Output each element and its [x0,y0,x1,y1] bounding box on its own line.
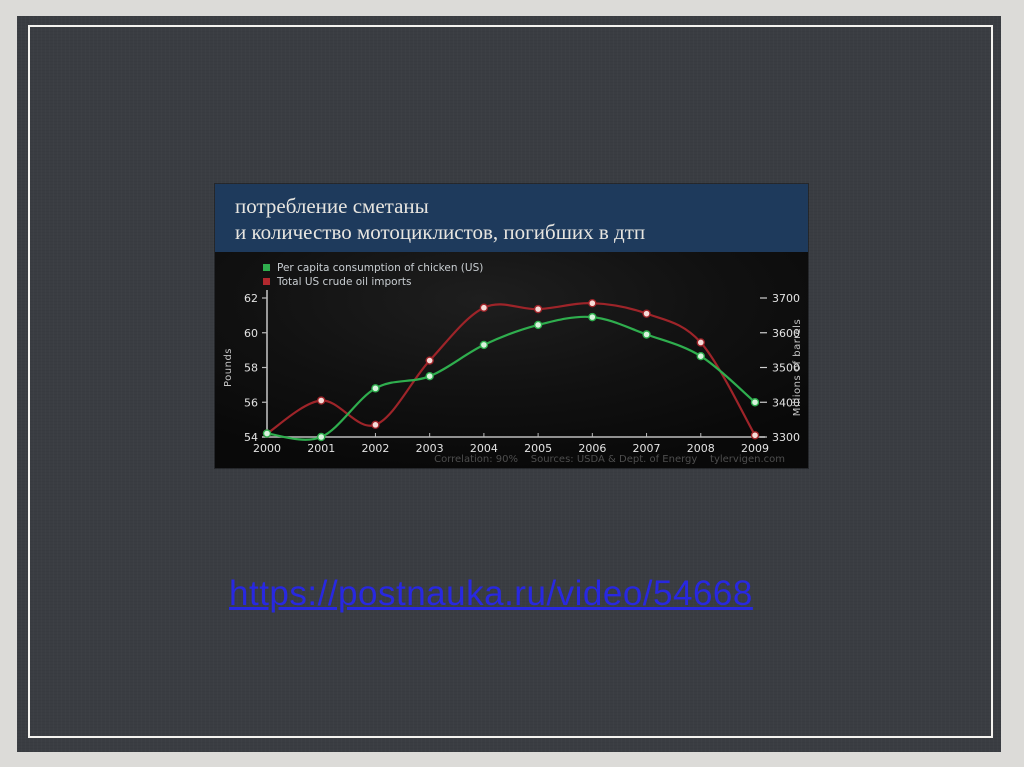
svg-text:62: 62 [244,292,258,305]
svg-text:2007: 2007 [633,442,661,455]
svg-text:2008: 2008 [687,442,715,455]
svg-text:2001: 2001 [307,442,335,455]
legend-swatch-red [263,278,270,285]
legend-swatch-green [263,264,270,271]
svg-text:2006: 2006 [578,442,606,455]
svg-text:Correlation: 90% Sources: U: Correlation: 90% Sources: USDA & Dept. o… [434,454,785,465]
chart-title-banner: потребление сметаны и количество мотоцик… [215,184,808,252]
svg-text:2003: 2003 [416,442,444,455]
svg-text:3600: 3600 [772,327,800,340]
svg-text:2005: 2005 [524,442,552,455]
chart-title-line2: и количество мотоциклистов, погибших в д… [235,220,646,244]
legend-label-chicken: Per capita consumption of chicken (US) [277,261,484,274]
svg-text:Pounds: Pounds [223,348,234,387]
svg-text:56: 56 [244,396,258,409]
svg-text:3300: 3300 [772,431,800,444]
chart-title-line1: потребление сметаны [235,194,429,218]
chart-legend: Per capita consumption of chicken (US) T… [263,261,483,289]
correlation-chart-figure: потребление сметаны и количество мотоцик… [215,184,808,468]
video-link[interactable]: https://postnauka.ru/video/54668 [229,574,753,613]
svg-text:3500: 3500 [772,362,800,375]
svg-text:54: 54 [244,431,258,444]
line-chart-svg: 54 56 58 60 62 3300 3400 3500 3600 3700 2000 2001 20… [223,290,803,465]
legend-label-oil: Total US crude oil imports [277,275,412,288]
svg-text:2009: 2009 [741,442,769,455]
svg-text:3700: 3700 [772,292,800,305]
svg-text:Millions of barrels: Millions of barrels [792,319,803,416]
svg-text:58: 58 [244,362,258,375]
legend-item-chicken: Per capita consumption of chicken (US) [263,261,483,274]
legend-item-oil: Total US crude oil imports [263,275,483,288]
chart-plot-area: 54 56 58 60 62 3300 3400 3500 3600 3700 2000 2001 20… [215,252,808,468]
svg-text:60: 60 [244,327,258,340]
svg-text:3400: 3400 [772,396,800,409]
svg-text:2004: 2004 [470,442,498,455]
svg-text:2000: 2000 [253,442,281,455]
svg-text:2002: 2002 [361,442,389,455]
slide: потребление сметаны и количество мотоцик… [17,16,1001,752]
